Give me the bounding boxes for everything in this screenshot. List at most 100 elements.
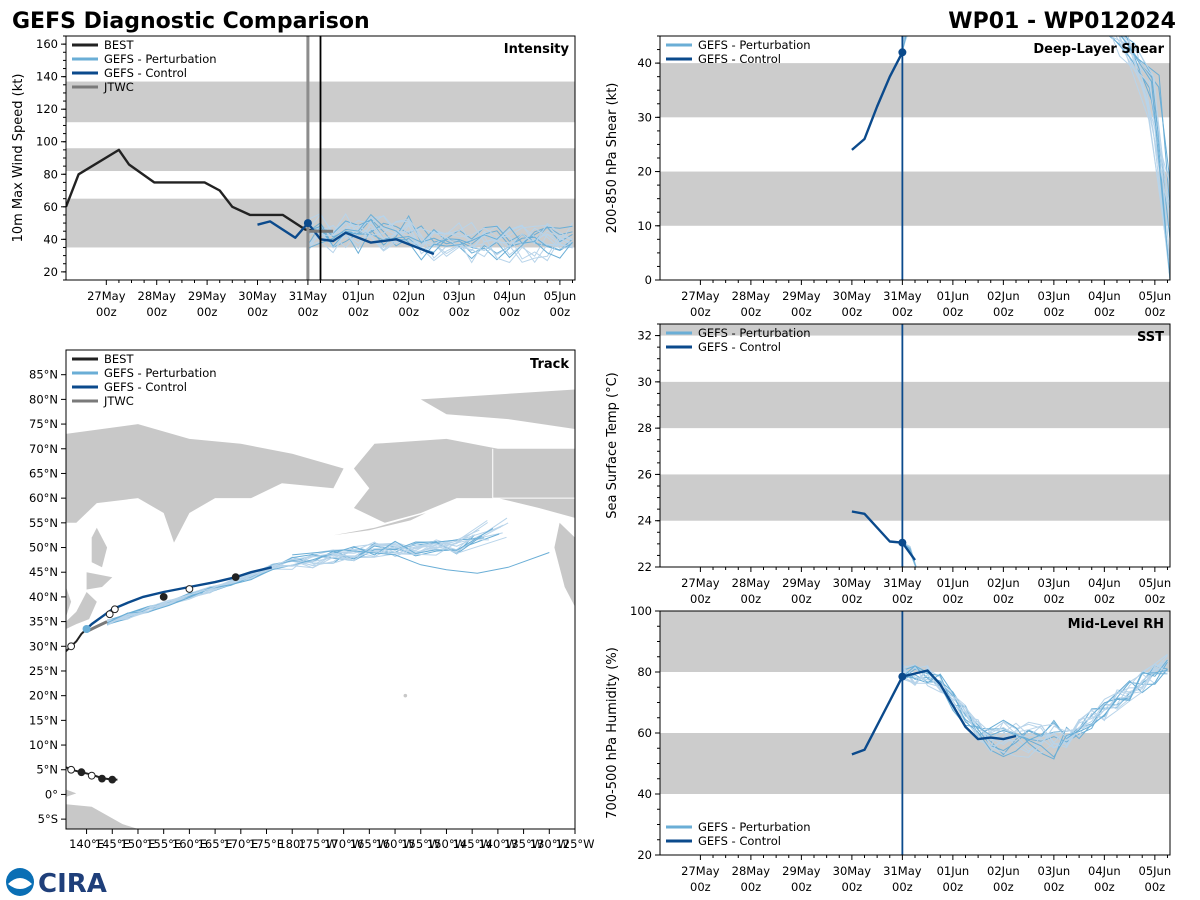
perturbation-member (307, 219, 573, 251)
analysis-point (898, 672, 907, 681)
x-tick-label: 00z (398, 305, 419, 319)
lat-tick-label: 5°N (36, 763, 58, 777)
land-hawaii (403, 693, 408, 698)
x-tick-label: 00z (993, 880, 1014, 894)
y-tick-label: 60 (43, 200, 58, 214)
intensity-panel: 20 40 60 80 100 120 140 160 27May 00z 28May 00z 29Ma… (11, 35, 576, 319)
y-tick-label: 80 (43, 167, 58, 181)
lon-tick-label: 130°W (530, 837, 569, 851)
plot-area (660, 324, 1170, 567)
x-tick-label: 30May (833, 864, 872, 878)
shaded-band (660, 474, 1170, 521)
x-tick-label: 00z (943, 305, 964, 319)
perturbation-member (1127, 36, 1170, 280)
x-tick-label: 05Jun (1139, 864, 1172, 878)
x-tick-label: 00z (197, 305, 218, 319)
x-tick-label: 27May (681, 864, 720, 878)
best-track-point (108, 775, 117, 784)
perturbation-member (307, 215, 573, 258)
x-tick-label: 00z (449, 305, 470, 319)
shaded-band (660, 381, 1170, 429)
best-track-point (98, 774, 106, 783)
legend-label: GEFS - Perturbation (698, 820, 811, 834)
perturbation-member (902, 659, 1168, 758)
lat-tick-label: 50°N (29, 541, 58, 555)
best-track-point (67, 765, 76, 774)
x-tick-label: 00z (1145, 592, 1166, 606)
legend-label: GEFS - Control (698, 834, 781, 848)
legend-label: GEFS - Control (698, 340, 781, 354)
lon-tick-label: 175°W (298, 837, 337, 851)
x-tick-label: 28May (732, 864, 771, 878)
y-tick-label: 10 (637, 219, 652, 233)
land-west-coast (554, 522, 575, 607)
x-tick-label: 30May (833, 289, 872, 303)
x-tick-label: 00z (791, 880, 812, 894)
y-tick-label: 26 (637, 467, 652, 481)
x-tick-label: 00z (993, 592, 1014, 606)
series-gefs-control (851, 669, 1017, 756)
y-tick-label: 32 (637, 329, 652, 343)
x-tick-label: 30May (833, 576, 872, 590)
perturbation-member (307, 213, 573, 262)
legend-label: GEFS - Perturbation (104, 52, 217, 66)
y-tick-label: 30 (637, 110, 652, 124)
y-tick-label: 20 (43, 265, 58, 279)
x-tick-label: 00z (1094, 305, 1115, 319)
x-tick-label: 29May (782, 289, 821, 303)
lat-tick-label: 35°N (29, 615, 58, 629)
x-tick-label: 00z (1094, 592, 1115, 606)
lat-tick-label: 60°N (29, 491, 58, 505)
y-tick-label: 100 (630, 604, 652, 618)
control-track-point (105, 610, 114, 619)
x-tick-label: 00z (943, 592, 964, 606)
x-tick-label: 03Jun (1038, 289, 1071, 303)
x-tick-label: 00z (943, 880, 964, 894)
analysis-point (303, 219, 312, 228)
analysis-point (898, 48, 907, 57)
x-tick-label: 00z (690, 592, 711, 606)
y-tick-label: 28 (637, 421, 652, 435)
perturbation-track (106, 536, 507, 626)
lon-tick-label: 175°E (249, 837, 284, 851)
y-tick-label: 30 (637, 375, 652, 389)
y-tick-label: 100 (36, 135, 58, 149)
y-tick-label: 60 (637, 726, 652, 740)
x-tick-label: 00z (1044, 592, 1065, 606)
y-tick-label: 0 (645, 273, 652, 287)
perturbation-member (307, 213, 573, 261)
lon-tick-label: 160°W (376, 837, 415, 851)
x-tick-label: 00z (1094, 880, 1115, 894)
perturbation-member (901, 36, 904, 37)
lon-tick-label: 165°W (350, 837, 389, 851)
lat-tick-label: 80°N (29, 392, 58, 406)
lat-tick-label: 0° (45, 787, 58, 801)
perturbation-track (292, 549, 550, 574)
x-tick-label: 01Jun (937, 864, 970, 878)
legend-label: GEFS - Perturbation (698, 326, 811, 340)
x-tick-label: 00z (1145, 305, 1166, 319)
control-track-point (185, 585, 194, 593)
x-tick-label: 01Jun (937, 289, 970, 303)
panel-title: Intensity (504, 42, 570, 57)
x-tick-label: 05Jun (1139, 289, 1172, 303)
legend-label: GEFS - Perturbation (104, 366, 217, 380)
x-tick-label: 31May (883, 576, 922, 590)
panel-title: Track (530, 357, 569, 372)
y-tick-label: 24 (637, 514, 652, 528)
y-tick-label: 40 (637, 56, 652, 70)
shaded-band (660, 733, 1170, 794)
x-tick-label: 00z (1044, 880, 1065, 894)
lon-tick-label: 170°W (324, 837, 363, 851)
x-tick-label: 31May (883, 864, 922, 878)
map-frame (65, 349, 576, 830)
map-area (66, 389, 575, 829)
x-tick-label: 00z (741, 592, 762, 606)
perturbation-track (106, 522, 509, 626)
x-tick-label: 05Jun (1139, 576, 1172, 590)
land-alaska (353, 438, 575, 523)
x-tick-label: 00z (842, 592, 863, 606)
lon-tick-label: 180° (278, 837, 306, 851)
y-tick-label: 120 (36, 102, 58, 116)
x-tick-label: 00z (892, 880, 913, 894)
